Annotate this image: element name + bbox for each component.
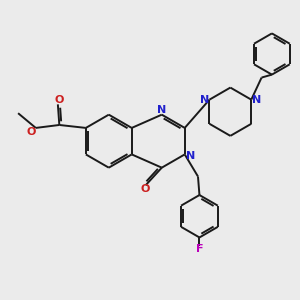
Text: N: N [252,94,261,105]
Text: N: N [200,94,209,105]
Text: N: N [157,105,167,115]
Text: O: O [54,95,63,105]
Text: O: O [27,127,36,137]
Text: F: F [196,244,203,254]
Text: N: N [186,151,195,161]
Text: O: O [140,184,149,194]
